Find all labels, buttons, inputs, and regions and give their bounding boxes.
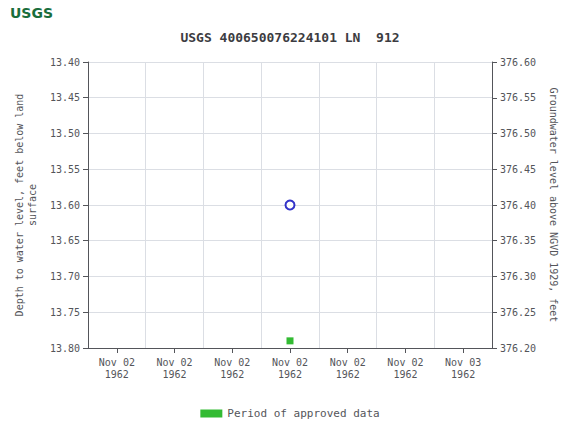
svg-text:13.50: 13.50 bbox=[50, 128, 80, 139]
svg-text:376.50: 376.50 bbox=[500, 128, 536, 139]
svg-text:1962: 1962 bbox=[336, 369, 360, 380]
svg-text:1962: 1962 bbox=[451, 369, 475, 380]
svg-text:13.40: 13.40 bbox=[50, 57, 80, 68]
svg-text:376.25: 376.25 bbox=[500, 307, 536, 318]
svg-text:USGS 400650076224101 LN 912: USGS 400650076224101 LN 912 bbox=[180, 30, 399, 45]
svg-text:Nov 02: Nov 02 bbox=[330, 357, 366, 368]
svg-text:Period of approved data: Period of approved data bbox=[227, 407, 379, 420]
svg-text:13.65: 13.65 bbox=[50, 235, 80, 246]
svg-text:13.45: 13.45 bbox=[50, 92, 80, 103]
svg-text:Nov 02: Nov 02 bbox=[157, 357, 193, 368]
svg-text:1962: 1962 bbox=[105, 369, 129, 380]
svg-text:376.55: 376.55 bbox=[500, 92, 536, 103]
svg-text:Nov 02: Nov 02 bbox=[99, 357, 135, 368]
svg-text:13.75: 13.75 bbox=[50, 307, 80, 318]
svg-text:13.55: 13.55 bbox=[50, 164, 80, 175]
svg-text:Nov 02: Nov 02 bbox=[387, 357, 423, 368]
svg-text:Nov 02: Nov 02 bbox=[214, 357, 250, 368]
svg-text:376.20: 376.20 bbox=[500, 343, 536, 354]
svg-text:Nov 03: Nov 03 bbox=[445, 357, 481, 368]
svg-text:1962: 1962 bbox=[393, 369, 417, 380]
svg-text:USGS: USGS bbox=[10, 5, 53, 21]
svg-text:Depth to water level, feet bel: Depth to water level, feet below land bbox=[14, 94, 25, 317]
svg-text:Groundwater level above NGVD 1: Groundwater level above NGVD 1929, feet bbox=[548, 88, 559, 323]
svg-text:376.30: 376.30 bbox=[500, 271, 536, 282]
svg-text:1962: 1962 bbox=[163, 369, 187, 380]
svg-text:13.60: 13.60 bbox=[50, 200, 80, 211]
svg-text:376.35: 376.35 bbox=[500, 235, 536, 246]
svg-text:Nov 02: Nov 02 bbox=[272, 357, 308, 368]
svg-text:1962: 1962 bbox=[278, 369, 302, 380]
svg-text:376.40: 376.40 bbox=[500, 200, 536, 211]
svg-text:376.60: 376.60 bbox=[500, 57, 536, 68]
svg-text:13.70: 13.70 bbox=[50, 271, 80, 282]
svg-text:13.80: 13.80 bbox=[50, 343, 80, 354]
svg-text:376.45: 376.45 bbox=[500, 164, 536, 175]
svg-text:1962: 1962 bbox=[220, 369, 244, 380]
svg-text:surface: surface bbox=[27, 184, 38, 226]
